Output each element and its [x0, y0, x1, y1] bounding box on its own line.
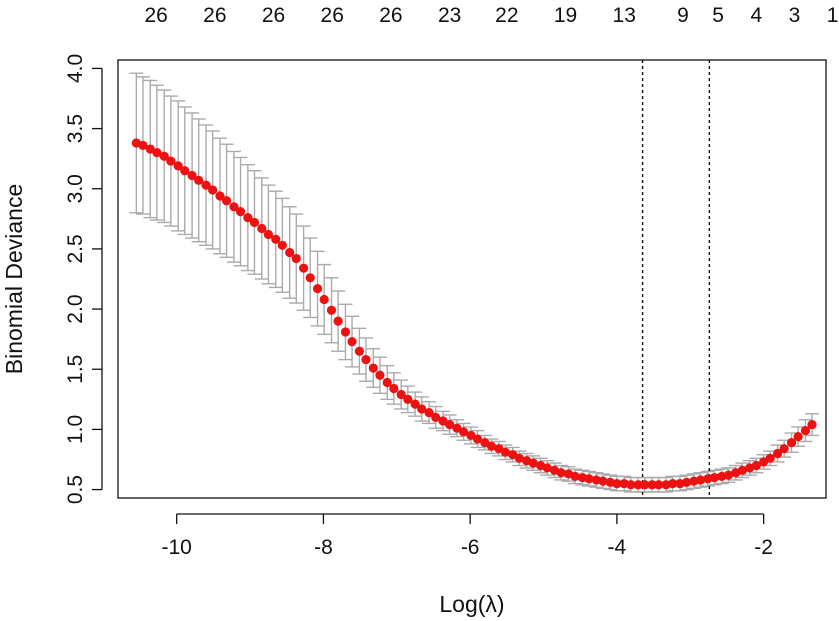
y-axis-title: Binomial Deviance — [1, 184, 27, 374]
top-count-label: 23 — [438, 4, 461, 27]
x-axis-title: Log(λ) — [439, 591, 504, 617]
data-point — [278, 241, 287, 250]
data-point — [361, 355, 370, 364]
y-tick-label: 4.0 — [64, 54, 87, 83]
data-point — [375, 371, 384, 380]
x-tick-label: -8 — [314, 536, 333, 559]
data-point — [327, 306, 336, 315]
x-tick-label: -4 — [608, 536, 627, 559]
data-point — [306, 273, 315, 282]
top-count-label: 9 — [677, 4, 689, 27]
error-bars — [129, 73, 819, 492]
data-point — [347, 337, 356, 346]
top-axis-counts: 26 26 26 26 26 23 22 19 13 9 5 4 3 1 — [144, 4, 838, 27]
reference-lines — [643, 60, 710, 498]
top-count-label: 26 — [262, 4, 285, 27]
x-tick-label: -2 — [754, 536, 773, 559]
top-count-label: 13 — [613, 4, 636, 27]
top-count-label: 26 — [144, 4, 167, 27]
y-tick-label: 1.0 — [64, 415, 87, 444]
x-axis: -10 -8 -6 -4 -2 — [162, 514, 773, 559]
y-tick-label: 0.5 — [64, 475, 87, 504]
data-point — [208, 185, 217, 194]
data-point — [341, 327, 350, 336]
data-point — [222, 196, 231, 205]
y-tick-label: 2.5 — [64, 234, 87, 263]
y-tick-label: 2.0 — [64, 294, 87, 323]
top-count-label: 4 — [750, 4, 762, 27]
y-tick-label: 3.0 — [64, 174, 87, 203]
data-point — [355, 347, 364, 356]
y-axis: 0.5 1.0 1.5 2.0 2.5 3.0 3.5 4.0 — [64, 54, 102, 504]
data-point — [299, 264, 308, 273]
data-point — [389, 384, 398, 393]
x-tick-label: -6 — [461, 536, 480, 559]
top-count-label: 19 — [554, 4, 577, 27]
top-count-label: 26 — [379, 4, 402, 27]
data-point — [369, 363, 378, 372]
data-point — [334, 317, 343, 326]
top-count-label: 22 — [495, 4, 518, 27]
data-point — [236, 207, 245, 216]
top-count-label: 26 — [321, 4, 344, 27]
top-count-label: 5 — [712, 4, 724, 27]
top-count-label: 26 — [203, 4, 226, 27]
data-point — [780, 444, 789, 453]
data-point — [313, 284, 322, 293]
top-count-label: 3 — [789, 4, 801, 27]
data-point — [807, 420, 816, 429]
y-tick-label: 1.5 — [64, 355, 87, 384]
data-point — [250, 218, 259, 227]
y-tick-label: 3.5 — [64, 114, 87, 143]
data-point — [794, 432, 803, 441]
data-point — [320, 295, 329, 304]
data-point — [292, 254, 301, 263]
top-count-label: 1 — [827, 4, 839, 27]
x-tick-label: -10 — [162, 536, 192, 559]
